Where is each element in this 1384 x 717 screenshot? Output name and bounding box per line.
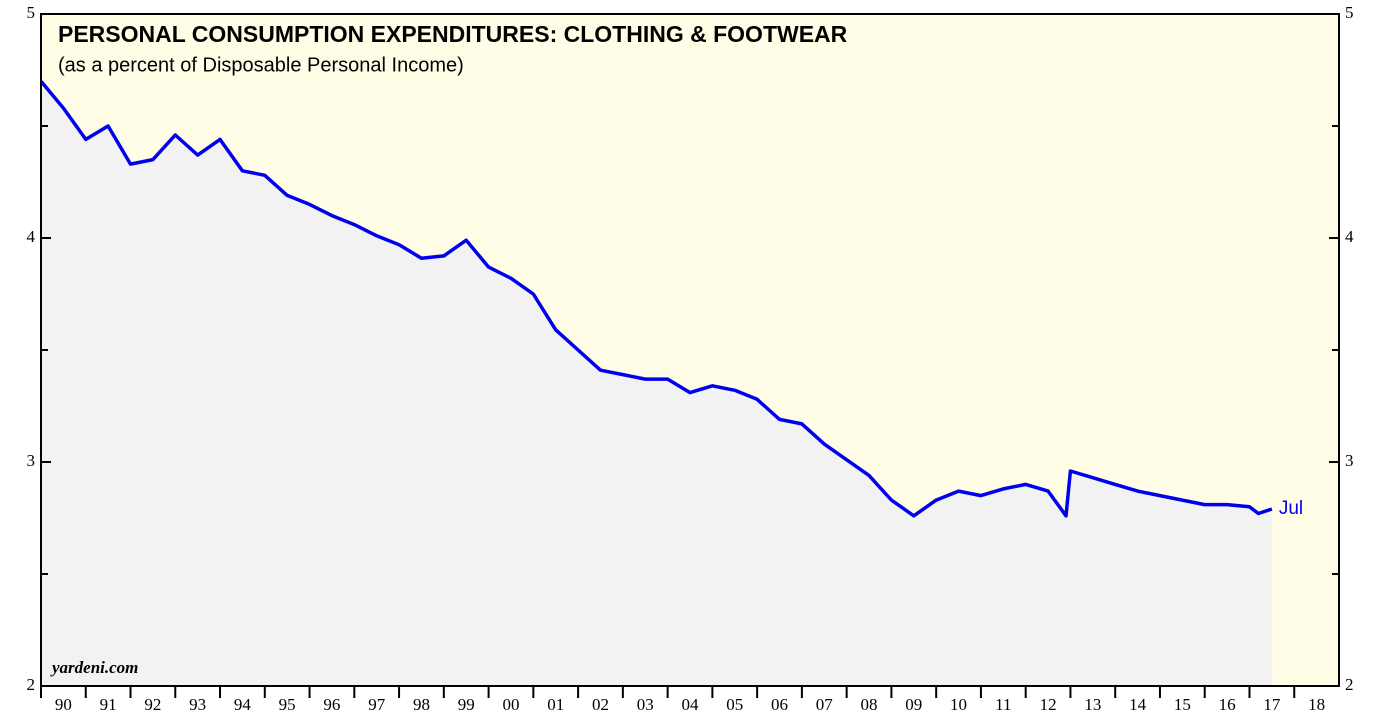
x-tick-label: 18 [1308, 695, 1325, 714]
y-tick-label: 2 [27, 675, 36, 694]
y-tick-label: 5 [27, 3, 36, 22]
y-tick-label-right: 2 [1345, 675, 1354, 694]
end-annotation: Jul [1279, 498, 1303, 519]
x-tick-label: 15 [1174, 695, 1191, 714]
x-tick-label: 02 [592, 695, 609, 714]
x-tick-label: 98 [413, 695, 430, 714]
y-tick-label: 3 [27, 451, 36, 470]
chart-title: PERSONAL CONSUMPTION EXPENDITURES: CLOTH… [58, 21, 848, 47]
x-tick-label: 08 [861, 695, 878, 714]
source: yardeni.com [50, 658, 138, 677]
x-tick-label: 13 [1084, 695, 1101, 714]
x-tick-label: 93 [189, 695, 206, 714]
x-tick-label: 11 [995, 695, 1011, 714]
x-tick-label: 94 [234, 695, 252, 714]
x-tick-label: 01 [547, 695, 564, 714]
x-tick-label: 04 [682, 695, 700, 714]
y-tick-label-right: 5 [1345, 3, 1354, 22]
x-tick-label: 14 [1129, 695, 1147, 714]
x-tick-label: 16 [1219, 695, 1236, 714]
x-tick-label: 90 [55, 695, 72, 714]
y-tick-label-right: 4 [1345, 227, 1354, 246]
x-tick-label: 10 [950, 695, 967, 714]
x-tick-label: 00 [502, 695, 519, 714]
x-tick-label: 99 [458, 695, 475, 714]
x-tick-label: 92 [144, 695, 161, 714]
chart-subtitle: (as a percent of Disposable Personal Inc… [58, 54, 464, 76]
x-tick-label: 07 [816, 695, 834, 714]
x-tick-label: 91 [100, 695, 117, 714]
area [41, 81, 1272, 686]
y-tick-label-right: 3 [1345, 451, 1354, 470]
line [39, 80, 1273, 518]
x-tick-label: 09 [905, 695, 922, 714]
x-tick-label: 95 [279, 695, 296, 714]
x-tick-label: 05 [726, 695, 743, 714]
x-tick-label: 03 [637, 695, 654, 714]
y-tick-label: 4 [27, 227, 36, 246]
x-tick-label: 12 [1040, 695, 1057, 714]
x-tick-label: 97 [368, 695, 386, 714]
x-tick-label: 17 [1263, 695, 1281, 714]
x-tick-label: 06 [771, 695, 788, 714]
x-tick-label: 96 [323, 695, 340, 714]
